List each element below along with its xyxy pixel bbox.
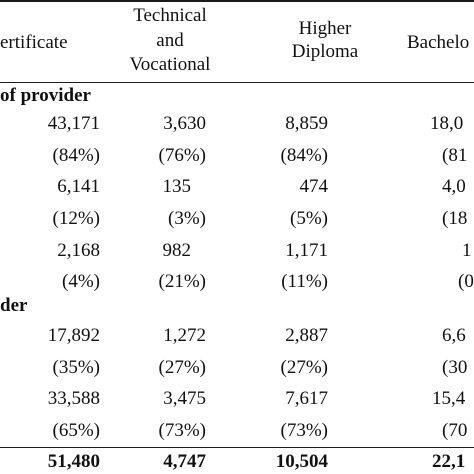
total-higher-diploma: 10,504 [275, 451, 328, 472]
header-higher-line2: Diploma [291, 41, 359, 62]
table-cell: 1,171 [285, 240, 328, 261]
table-cell: (70 [442, 420, 468, 441]
table-cell: (27%) [158, 357, 206, 378]
total-technical: 4,747 [163, 451, 206, 472]
table-cell: (0 [458, 271, 474, 292]
table-cell: 15,4 [432, 388, 466, 409]
table-cell: (73%) [280, 420, 328, 441]
header-rule [0, 82, 474, 83]
table-cell: 4,0 [442, 176, 466, 197]
table-cell: 2,168 [57, 240, 100, 261]
header-higher-line1: Higher [298, 18, 352, 39]
header-technical-line2: and [156, 30, 184, 51]
table-cell: 1 [462, 240, 472, 261]
table-cell: (12%) [52, 208, 100, 229]
table-cell: 474 [299, 176, 329, 197]
table-cell: (76%) [158, 145, 206, 166]
table-cell: 6,141 [57, 176, 100, 197]
table-cell: 33,588 [47, 388, 100, 409]
header-bachelor: Bachelo [407, 32, 470, 53]
table-cell: (81 [442, 145, 468, 166]
table-cell: (27%) [280, 357, 328, 378]
section-label-provider: of provider [0, 85, 91, 106]
table-cell: (65%) [52, 420, 100, 441]
table-cell: (4%) [62, 271, 100, 292]
total-certificate: 51,480 [47, 451, 100, 472]
table-cell: (3%) [168, 208, 206, 229]
table-cell: 6,6 [442, 325, 466, 346]
table-cell: (73%) [158, 420, 206, 441]
table-cell: (84%) [52, 145, 100, 166]
header-technical-line3: Vocational [129, 54, 211, 75]
table-cell: (5%) [290, 208, 328, 229]
header-technical-line1: Technical [133, 5, 207, 26]
table-cell: 135 [162, 176, 192, 197]
table-cell: (11%) [281, 271, 328, 292]
table-cell: (21%) [158, 271, 206, 292]
total-bachelor: 22,1 [432, 451, 466, 472]
section-label-gender: der [0, 295, 28, 316]
table-cell: 43,171 [47, 113, 100, 134]
table-cell: (84%) [280, 145, 328, 166]
top-rule [0, 0, 474, 2]
table-cell: 17,892 [47, 325, 100, 346]
totals-rule [0, 447, 474, 448]
table-cell: (30 [442, 357, 468, 378]
table-cell: 8,859 [285, 113, 328, 134]
table-cell: 3,630 [163, 113, 206, 134]
table-cell: 18,0 [430, 113, 464, 134]
table-cell: 7,617 [285, 388, 328, 409]
table-cell: (35%) [52, 357, 100, 378]
table-cell: 3,475 [163, 388, 206, 409]
table-cell: 982 [162, 240, 192, 261]
header-certificate: ertificate [0, 32, 68, 53]
table-cell: 1,272 [163, 325, 206, 346]
table-cell: (18 [442, 208, 468, 229]
table-cell: 2,887 [285, 325, 328, 346]
